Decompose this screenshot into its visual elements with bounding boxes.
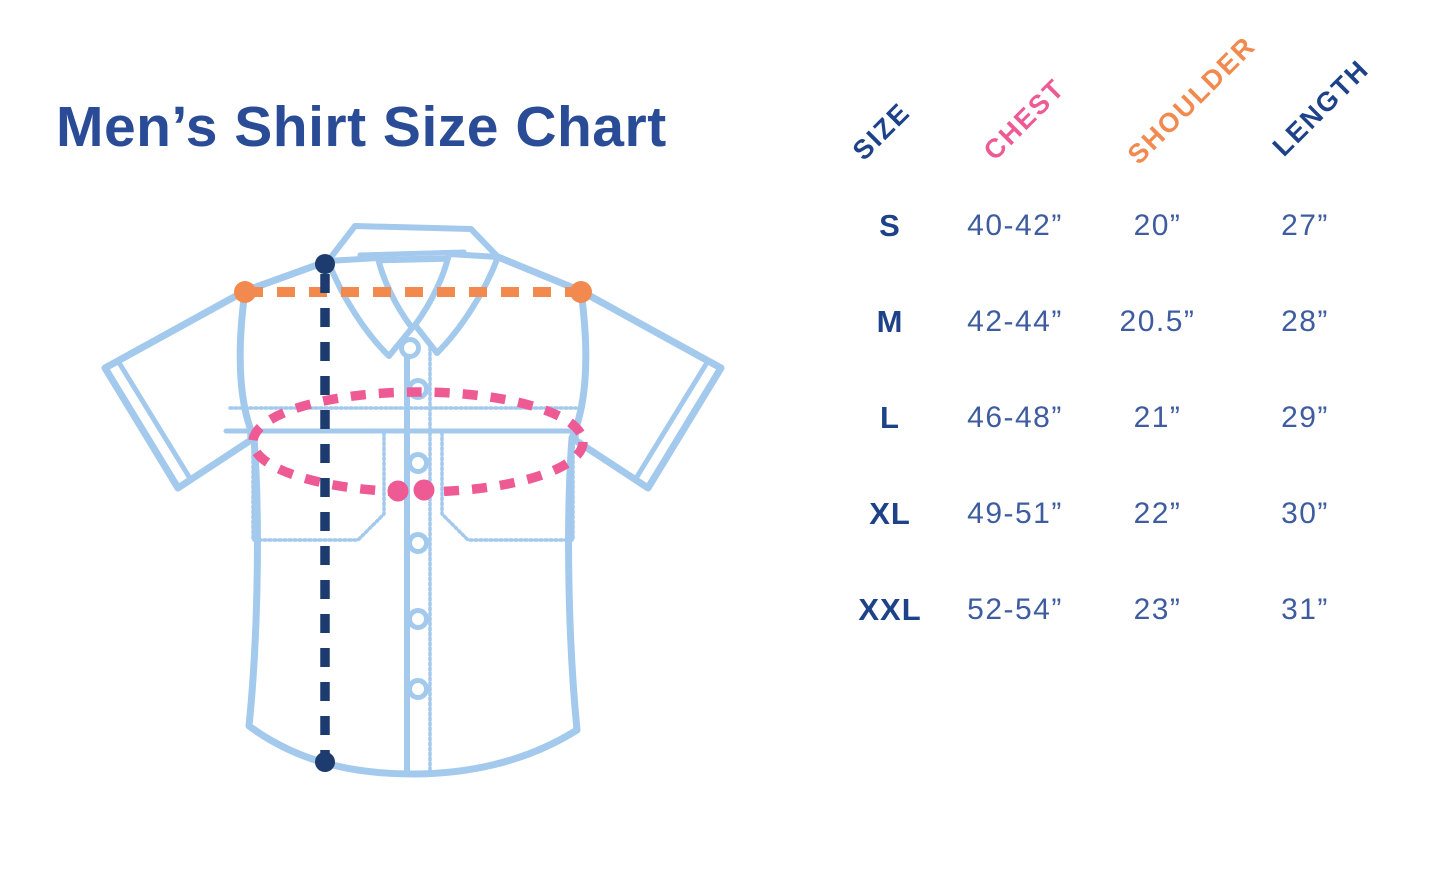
- length-value: 31”: [1281, 593, 1329, 626]
- left-pocket: [251, 429, 386, 542]
- length-value: 29”: [1281, 401, 1329, 434]
- table-row: XL 49-51” 22” 30”: [830, 491, 1375, 537]
- size-label: L: [880, 400, 900, 435]
- chest-value: 52-54”: [967, 593, 1063, 626]
- button: [407, 678, 429, 700]
- length-value: 28”: [1281, 305, 1329, 338]
- shoulder-value: 20”: [1133, 209, 1182, 242]
- right-pocket: [440, 429, 575, 542]
- chest-value: 42-44”: [967, 305, 1063, 338]
- page-title: Men’s Shirt Size Chart: [56, 95, 667, 159]
- length-measure-indicator: [315, 254, 335, 772]
- length-value: 27”: [1281, 209, 1329, 242]
- shoulder-value: 20.5”: [1119, 305, 1196, 338]
- chest-value: 40-42”: [967, 209, 1063, 242]
- size-label: XXL: [858, 592, 922, 627]
- table-row: S 40-42” 20” 27”: [830, 203, 1375, 249]
- button: [407, 452, 429, 474]
- length-top-dot: [315, 254, 335, 274]
- length-bottom-dot: [315, 752, 335, 772]
- shirt-illustration: [101, 223, 725, 778]
- shoulder-left-dot: [234, 281, 256, 303]
- left-cuff-line: [115, 358, 194, 483]
- table-row: L 46-48” 21” 29”: [830, 395, 1375, 441]
- size-label: M: [876, 304, 904, 339]
- chest-dot-left: [387, 480, 409, 502]
- button: [407, 608, 429, 630]
- collar-button: [399, 337, 421, 359]
- shirt-outline: [101, 223, 725, 778]
- chest-value: 46-48”: [967, 401, 1063, 434]
- table-header-shoulder: SHOULDER: [1121, 30, 1262, 171]
- shoulder-measure-indicator: [234, 281, 592, 303]
- right-cuff-line: [632, 358, 711, 483]
- shoulder-value: 21”: [1133, 401, 1182, 434]
- chest-dot-right: [413, 479, 435, 501]
- size-label: XL: [869, 496, 911, 531]
- table-row: XXL 52-54” 23” 31”: [830, 587, 1375, 633]
- table-header-chest: CHEST: [977, 73, 1071, 166]
- shoulder-value: 22”: [1133, 497, 1182, 530]
- size-label: S: [879, 208, 901, 243]
- chest-measure-indicator: [248, 387, 588, 502]
- table-row: M 42-44” 20.5” 28”: [830, 299, 1375, 345]
- shoulder-value: 23”: [1133, 593, 1182, 626]
- length-value: 30”: [1281, 497, 1329, 530]
- button: [407, 532, 429, 554]
- table-header-size: SIZE: [846, 96, 917, 166]
- shoulder-right-dot: [570, 281, 592, 303]
- chest-value: 49-51”: [967, 497, 1063, 530]
- table-header-length: LENGTH: [1266, 53, 1375, 162]
